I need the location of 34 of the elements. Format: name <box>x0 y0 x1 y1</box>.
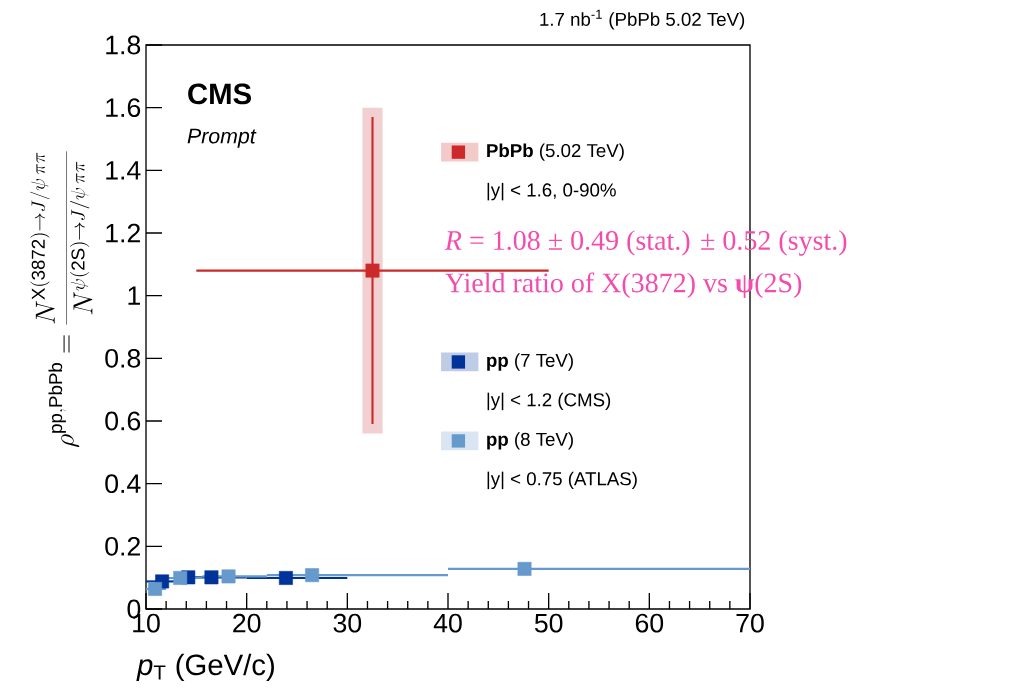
x-tick-label: 20 <box>233 613 261 633</box>
point <box>204 570 219 585</box>
annotation: Prompt <box>187 128 257 148</box>
point <box>305 568 320 583</box>
x-axis-title: p$_{T}$ (GeV/c) <box>136 653 274 682</box>
y-tick-label: 0.2 <box>105 536 140 556</box>
y-tick-label: 0.4 <box>105 474 141 494</box>
point <box>365 263 380 278</box>
legend-label: pp (7 TeV) <box>487 353 573 371</box>
y-tick-label: 0.8 <box>105 348 141 368</box>
y-tick-label: 1.6 <box>106 98 141 118</box>
x-tick-label: 40 <box>433 613 462 633</box>
point <box>148 582 162 596</box>
chart-title: 1.7 nb$^{-1}$ (PbPb 5.02 TeV) <box>540 9 745 30</box>
point <box>173 571 188 585</box>
legend-label: PbPb (5.02 TeV) <box>487 143 624 161</box>
x-tick-label: 30 <box>333 613 362 633</box>
point <box>517 561 532 576</box>
point <box>221 569 236 584</box>
y-tick-label: 1 <box>128 286 140 305</box>
x-tick-label: 60 <box>635 613 664 633</box>
x-tick-label: 50 <box>534 613 563 633</box>
point <box>278 571 293 585</box>
annotation: |y| < 1.2 (CMS) <box>487 392 611 411</box>
y-tick-label: 1.2 <box>106 223 140 243</box>
annotation: CMS <box>188 83 251 105</box>
y-tick-label: 1.4 <box>106 161 141 180</box>
y-tick-label: 0.6 <box>105 411 141 431</box>
annotation: |y| < 1.6, 0-90% <box>487 182 616 201</box>
y-axis-title: $\rho^{\mathrm{pp,PbPb}} = \frac{N^{\mathrm{X(3872)}\rightarrow J/\psi\,\pi\pi}}{N^{\psi(\mathrm{2S})\rightarrow J/\psi\,\pi\pi}}$ <box>30 151 93 448</box>
x-tick-label: 70 <box>736 613 764 633</box>
y-tick-label: 1.8 <box>106 35 141 55</box>
annotation: |y| < 0.75 (ATLAS) <box>487 471 637 490</box>
legend-label: pp (8 TeV) <box>487 432 573 450</box>
